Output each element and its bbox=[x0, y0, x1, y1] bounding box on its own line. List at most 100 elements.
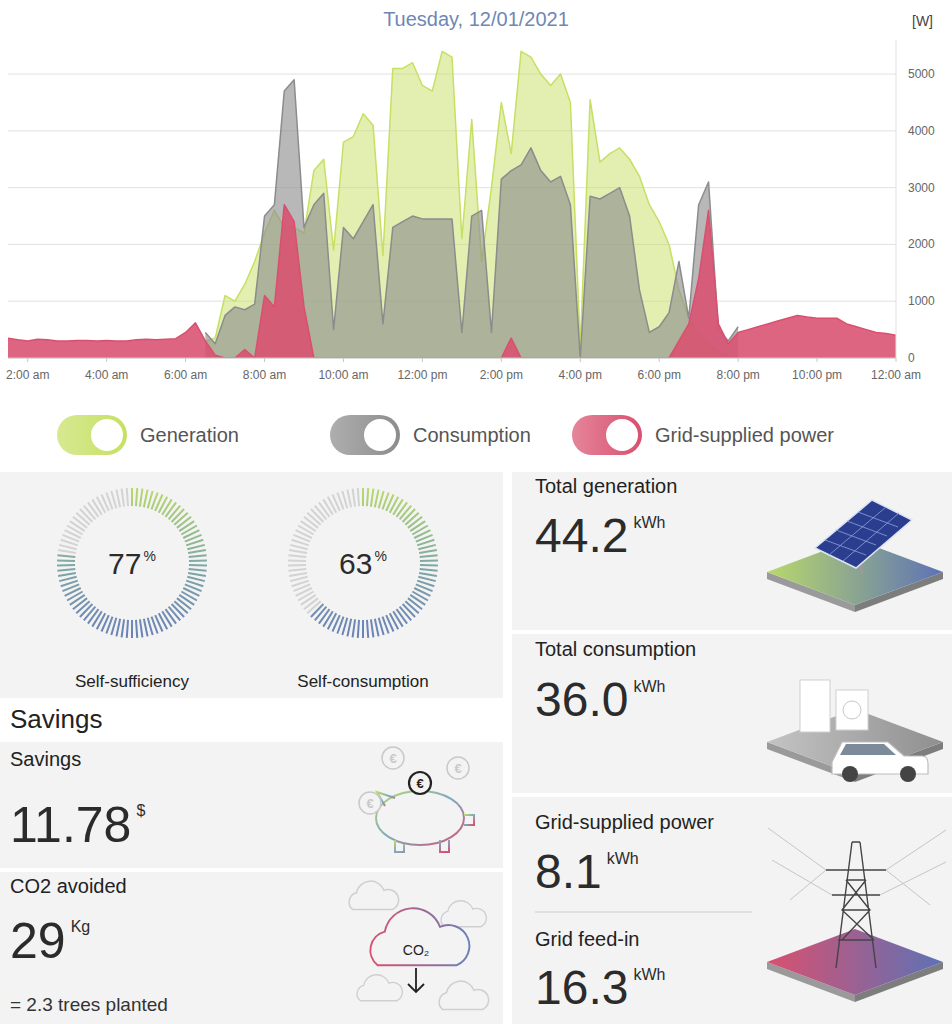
legend-toggle bbox=[57, 415, 127, 455]
stat-number: 44.2 bbox=[535, 509, 628, 562]
x-tick bbox=[264, 358, 265, 362]
panel bbox=[512, 634, 952, 793]
x-tick bbox=[817, 358, 818, 362]
stat-unit: kWh bbox=[633, 966, 665, 983]
gauge-value: 63% bbox=[339, 547, 387, 580]
panels: 77% Self-sufficiency 63%Self-consumption Sa… bbox=[0, 472, 952, 1024]
appliance bbox=[836, 690, 868, 730]
coin-symbol: € bbox=[366, 796, 373, 811]
legend-item: Consumption bbox=[330, 415, 531, 455]
panel bbox=[512, 472, 952, 630]
stat-number: 16.3 bbox=[535, 961, 628, 1014]
coin-symbol: € bbox=[416, 776, 423, 791]
x-tick bbox=[106, 358, 107, 362]
y-tick-label: 0 bbox=[908, 351, 915, 365]
piggy-icon bbox=[376, 791, 474, 852]
solar-grid bbox=[825, 507, 899, 561]
panel bbox=[0, 742, 503, 868]
coin: € bbox=[359, 792, 381, 814]
x-tick-label: 6:00 pm bbox=[638, 368, 681, 382]
legend-item: Grid-supplied power bbox=[572, 415, 834, 455]
x-tick bbox=[422, 358, 423, 362]
cloud-text: CO₂ bbox=[403, 942, 429, 958]
x-tick bbox=[659, 358, 660, 362]
cloud-main bbox=[370, 908, 469, 965]
legend-knob bbox=[91, 419, 123, 451]
gauge-fill bbox=[57, 488, 207, 638]
divider bbox=[535, 912, 752, 913]
x-tick-label: 6:00 am bbox=[164, 368, 207, 382]
piggy-body bbox=[376, 791, 464, 845]
stat-unit: kWh bbox=[633, 678, 665, 695]
y-tick-label: 2000 bbox=[908, 237, 935, 251]
legend-knob bbox=[606, 419, 638, 451]
series-area bbox=[8, 205, 896, 358]
x-tick-label: 10:00 am bbox=[318, 368, 368, 382]
stat-label: Total generation bbox=[535, 475, 677, 497]
platform-top bbox=[767, 929, 943, 995]
coin: € bbox=[409, 772, 431, 794]
stat-label: Savings bbox=[10, 748, 81, 770]
cloud-small bbox=[439, 981, 488, 1009]
gauge-unit: % bbox=[143, 548, 155, 564]
panel bbox=[0, 472, 503, 698]
stat-unit: kWh bbox=[607, 850, 639, 867]
coin-circle bbox=[359, 792, 381, 814]
coin-circle bbox=[409, 772, 431, 794]
x-tick bbox=[738, 358, 739, 362]
stat-value: 44.2kWh bbox=[535, 509, 665, 562]
gauge-track bbox=[58, 488, 128, 553]
x-tick-label: 8:00 am bbox=[243, 368, 286, 382]
x-tick-label: 4:00 pm bbox=[559, 368, 602, 382]
stat-label: CO2 avoided bbox=[10, 875, 127, 897]
x-tick bbox=[501, 358, 502, 362]
gauge: 63%Self-consumption bbox=[288, 488, 438, 691]
x-tick-label: 8:00 pm bbox=[716, 368, 759, 382]
cloud-small bbox=[357, 975, 402, 1001]
x-tick-label: 2:00 pm bbox=[480, 368, 523, 382]
x-tick-label: 10:00 pm bbox=[792, 368, 842, 382]
x-tick bbox=[27, 358, 28, 362]
x-tick bbox=[580, 358, 581, 362]
legend-toggle bbox=[572, 415, 642, 455]
section-heading: Savings bbox=[10, 704, 103, 734]
y-axis-line bbox=[896, 40, 897, 358]
x-tick-label: 4:00 am bbox=[85, 368, 128, 382]
car-window bbox=[840, 744, 896, 755]
stat-value: 29Kg bbox=[10, 913, 90, 969]
piggy-snout bbox=[464, 815, 474, 825]
y-tick-label: 4000 bbox=[908, 124, 935, 138]
panel bbox=[512, 797, 952, 1024]
gauge-fill bbox=[311, 488, 438, 638]
solar-panel bbox=[815, 500, 912, 568]
coin-symbol: € bbox=[389, 751, 396, 766]
cloud-small bbox=[441, 901, 486, 927]
y-tick-label: 5000 bbox=[908, 67, 935, 81]
pylon bbox=[826, 842, 886, 968]
x-axis-line bbox=[8, 358, 896, 359]
stat-unit: Kg bbox=[71, 918, 91, 935]
stat-number: 11.78 bbox=[10, 797, 131, 853]
x-tick bbox=[185, 358, 186, 362]
chart-title: Tuesday, 12/01/2021 bbox=[383, 8, 569, 30]
appliance-door bbox=[843, 701, 861, 719]
legend-knob bbox=[364, 419, 396, 451]
stat-value: 16.3 kWh bbox=[535, 961, 665, 1014]
legend-item: Generation bbox=[57, 415, 239, 455]
car-wheel bbox=[900, 766, 916, 782]
gauge-number: 63 bbox=[339, 547, 372, 580]
gauge-label: Self-sufficiency bbox=[75, 672, 190, 691]
y-axis-title: [W] bbox=[912, 13, 933, 29]
series-group bbox=[8, 51, 896, 358]
gauge-value: 77% bbox=[108, 547, 156, 580]
legend-label: Generation bbox=[140, 424, 239, 446]
panel bbox=[0, 872, 503, 1024]
y-tick-label: 3000 bbox=[908, 181, 935, 195]
series-outline bbox=[8, 205, 896, 358]
down-arrow bbox=[408, 968, 424, 992]
stat-label: Total consumption bbox=[535, 638, 696, 660]
cloud-small bbox=[349, 881, 398, 909]
legend-label: Consumption bbox=[413, 424, 531, 446]
stat-value: 8.1kWh bbox=[535, 845, 639, 898]
x-tick-label: 2:00 am bbox=[6, 368, 49, 382]
